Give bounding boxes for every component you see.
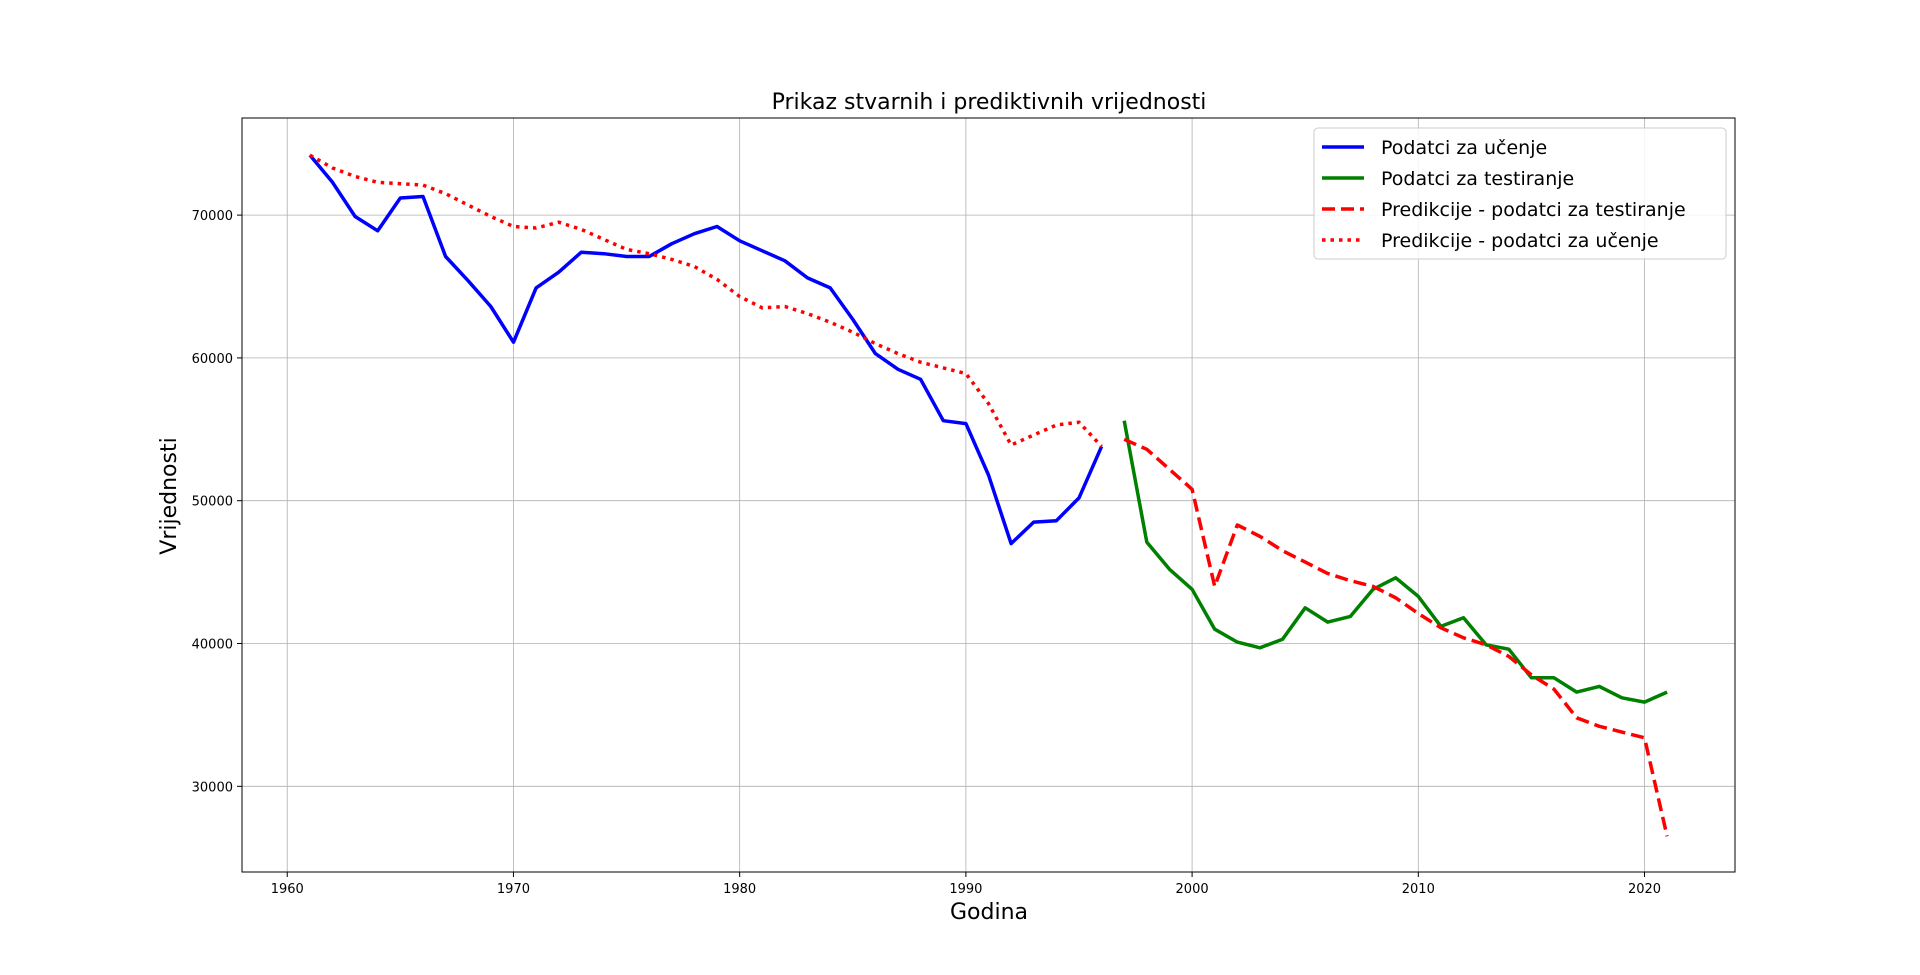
chart-title: Prikaz stvarnih i prediktivnih vrijednos…: [772, 90, 1207, 115]
legend-label-2: Podatci za testiranje: [1381, 168, 1574, 190]
series-line-2: [1122, 420, 1668, 704]
legend-label-4: Predikcije - podatci za učenje: [1381, 230, 1659, 252]
legend-label-1: Podatci za učenje: [1381, 137, 1547, 159]
y-tick-label: 60000: [192, 352, 233, 367]
series-line-4: [309, 153, 1103, 448]
y-tick-label: 50000: [192, 495, 233, 510]
x-tick-label: 2000: [1176, 882, 1209, 897]
y-tick-label: 70000: [192, 209, 233, 224]
x-tick-label: 2020: [1628, 882, 1661, 897]
x-tick-label: 1970: [497, 882, 530, 897]
legend: Podatci za učenje Podatci za testiranje Pr…: [1313, 127, 1727, 260]
y-tick-label: 40000: [192, 638, 233, 653]
legend-box: [1313, 127, 1727, 260]
y-axis-label: Vrijednosti: [157, 437, 182, 554]
x-tick-label: 1960: [271, 882, 304, 897]
x-tick-label: 1980: [723, 882, 756, 897]
x-tick-label: 1990: [949, 882, 982, 897]
series-line-1: [308, 153, 1104, 546]
series-layer: [308, 153, 1669, 837]
plot-frame: [241, 117, 1736, 873]
y-tick-label: 30000: [192, 780, 233, 795]
x-axis-label: Godina: [950, 900, 1028, 925]
ticks: 1960 1970 1980 1990 2000 2010 2020 30000 40000 50…: [192, 209, 1661, 897]
series-line-3: [1123, 437, 1669, 837]
x-tick-label: 2010: [1402, 882, 1435, 897]
legend-label-3: Predikcije - podatci za testiranje: [1381, 199, 1686, 221]
